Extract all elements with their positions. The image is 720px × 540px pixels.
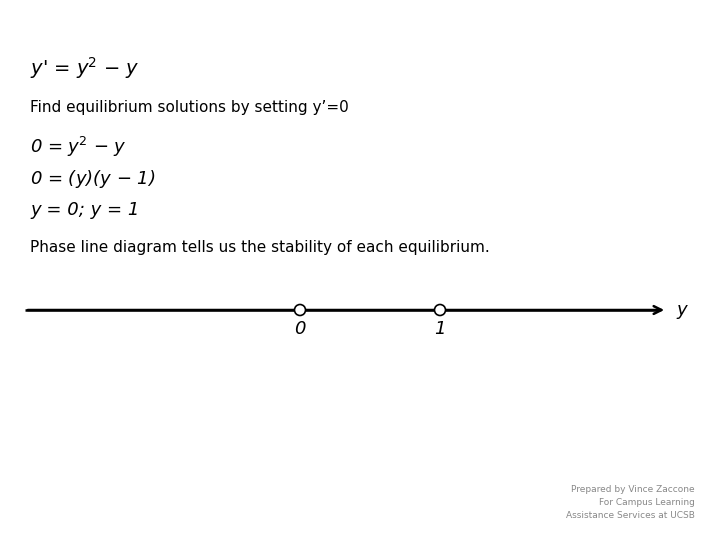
Text: Prepared by Vince Zaccone: Prepared by Vince Zaccone xyxy=(572,485,695,494)
Text: y = 0; y = 1: y = 0; y = 1 xyxy=(30,201,140,219)
Circle shape xyxy=(434,305,446,315)
Circle shape xyxy=(294,305,305,315)
Text: For Campus Learning: For Campus Learning xyxy=(599,498,695,507)
Text: 0 = (y)(y $-$ 1): 0 = (y)(y $-$ 1) xyxy=(30,168,156,190)
Text: y: y xyxy=(676,301,687,319)
Text: 1: 1 xyxy=(434,320,446,338)
Text: Find equilibrium solutions by setting y’=0: Find equilibrium solutions by setting y’… xyxy=(30,100,348,115)
Text: Phase line diagram tells us the stability of each equilibrium.: Phase line diagram tells us the stabilit… xyxy=(30,240,490,255)
Text: y' = y$^2$ $-$ y: y' = y$^2$ $-$ y xyxy=(30,55,140,81)
Text: 0 = y$^2$ $-$ y: 0 = y$^2$ $-$ y xyxy=(30,135,127,159)
Text: 0: 0 xyxy=(294,320,306,338)
Text: Assistance Services at UCSB: Assistance Services at UCSB xyxy=(566,511,695,520)
